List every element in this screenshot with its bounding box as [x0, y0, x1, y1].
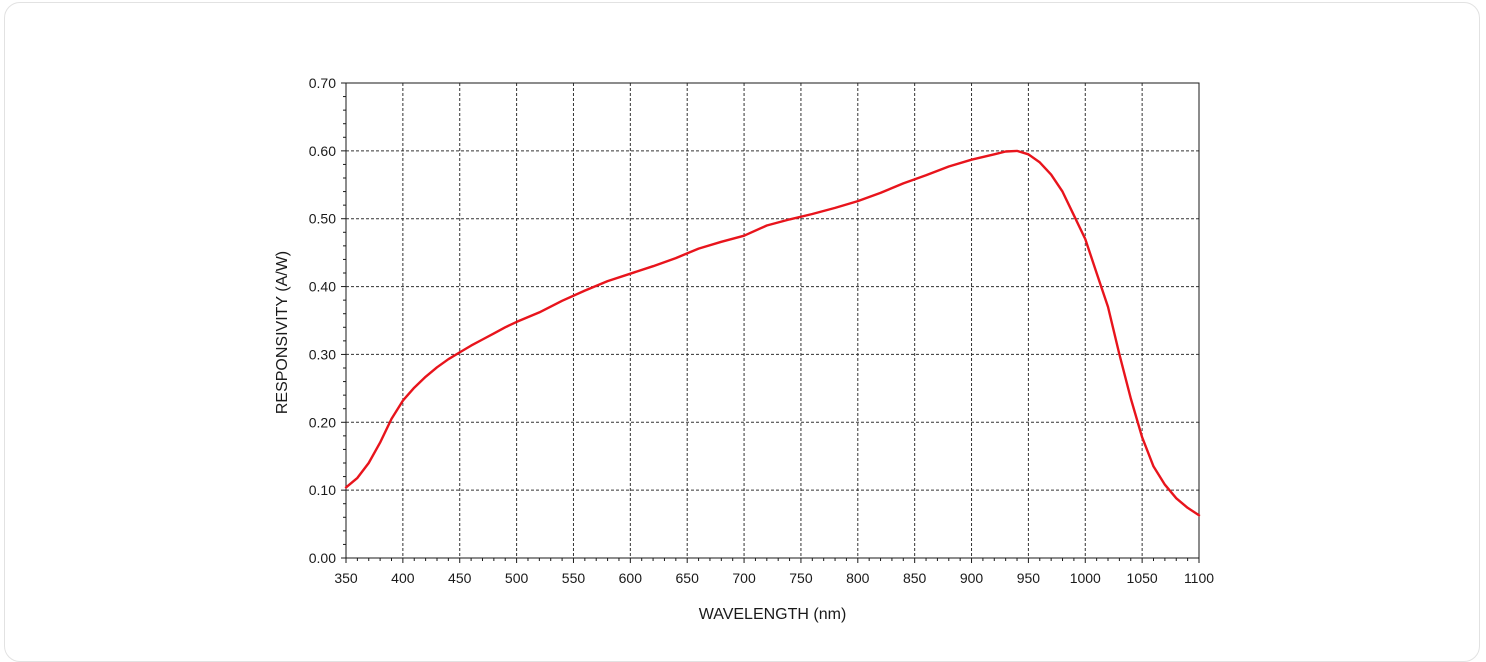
x-tick-label: 350 [334, 570, 358, 586]
y-tick-labels: 0.00 0.10 0.20 0.30 0.40 0.50 0.60 0.70 [309, 75, 336, 566]
y-tick-label: 0.30 [309, 346, 336, 362]
y-tick-label: 0.40 [309, 279, 336, 295]
y-tick-label: 0.70 [309, 75, 336, 91]
x-tick-label: 450 [448, 570, 472, 586]
grid-lines [346, 83, 1199, 558]
y-tick-label: 0.50 [309, 211, 336, 227]
x-tick-label: 850 [903, 570, 927, 586]
y-axis-label: RESPONSIVITY (A/W) [274, 251, 291, 414]
x-tick-label: 1000 [1070, 570, 1101, 586]
y-tick-label: 0.10 [309, 482, 336, 498]
y-tick-label: 0.20 [309, 414, 336, 430]
plot-frame [345, 82, 1200, 559]
x-tick-labels: 350 400 450 500 550 600 650 700 750 800 850 900 950 1… [334, 570, 1214, 586]
x-tick-label: 900 [960, 570, 984, 586]
x-tick-label: 1050 [1127, 570, 1158, 586]
x-tick-label: 700 [732, 570, 756, 586]
x-axis-label: WAVELENGTH (nm) [699, 606, 847, 623]
x-tick-label: 800 [846, 570, 870, 586]
x-tick-label: 1100 [1184, 570, 1214, 586]
y-tick-label: 0.60 [309, 143, 336, 159]
x-tick-label: 600 [619, 570, 643, 586]
x-tick-label: 400 [391, 570, 415, 586]
chart-card [4, 2, 1480, 662]
x-tick-label: 750 [789, 570, 813, 586]
tick-marks [341, 82, 1200, 563]
x-tick-label: 650 [676, 570, 700, 586]
x-tick-label: 500 [505, 570, 529, 586]
series-line-responsivity [344, 149, 1201, 517]
y-tick-label: 0.00 [309, 550, 336, 566]
x-tick-label: 550 [562, 570, 586, 586]
x-tick-label: 950 [1017, 570, 1041, 586]
